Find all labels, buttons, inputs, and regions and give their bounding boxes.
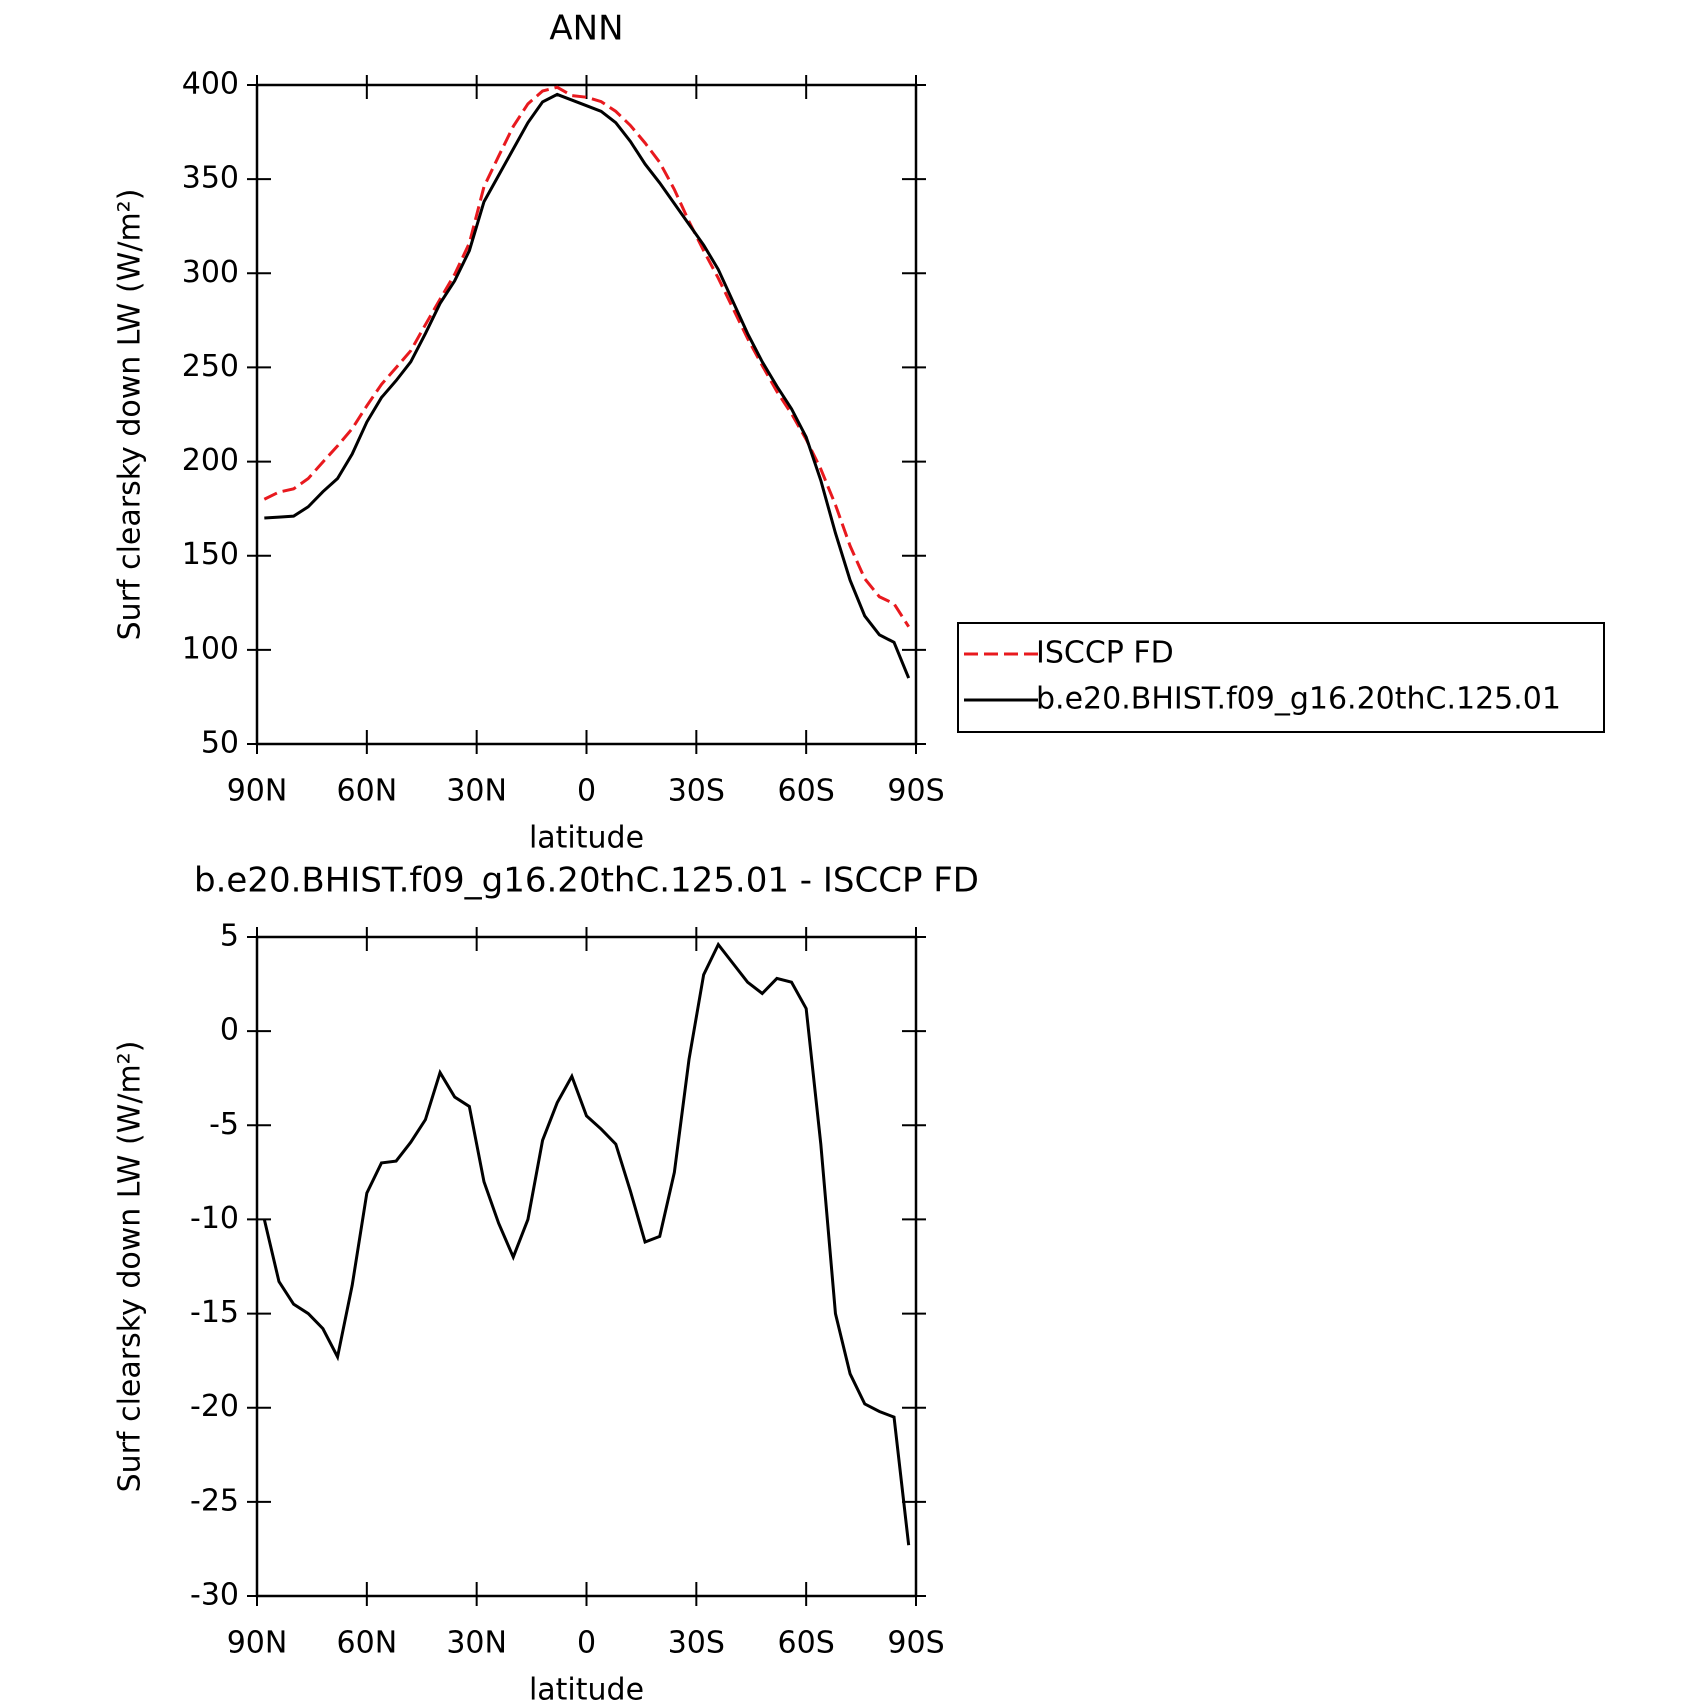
y-tick-label: 5 [220, 919, 239, 954]
y-tick-label: 350 [182, 161, 239, 196]
series-line [264, 92, 911, 679]
y-tick-label: 300 [182, 255, 239, 290]
y-tick-label: -25 [190, 1483, 239, 1518]
y-tick-label: 150 [182, 537, 239, 572]
plot-frame [255, 83, 918, 746]
x-tick-label: 60N [337, 1626, 398, 1661]
chart-title: ANN [549, 9, 623, 49]
y-tick-label: 200 [182, 443, 239, 478]
x-tick-label: 0 [577, 774, 596, 809]
y-tick-label: -20 [190, 1389, 239, 1424]
y-tick-label: 400 [182, 67, 239, 102]
x-axis-label: latitude [529, 821, 644, 856]
x-tick-label: 0 [577, 1626, 596, 1661]
x-tick-label: 90N [227, 1626, 288, 1661]
y-axis-label: Surf clearsky down LW (W/m²) [113, 1041, 148, 1493]
y-tick-label: 100 [182, 631, 239, 666]
legend-label: b.e20.BHIST.f09_g16.20thC.125.01 [1036, 682, 1561, 717]
x-tick-label: 90S [887, 774, 944, 809]
legend-label: ISCCP FD [1036, 636, 1174, 671]
y-tick-label: -30 [190, 1578, 239, 1613]
plot-frame [255, 935, 918, 1598]
x-tick-label: 90S [887, 1626, 944, 1661]
x-tick-label: 30S [668, 774, 725, 809]
y-tick-label: -10 [190, 1201, 239, 1236]
x-tick-label: 60S [778, 1626, 835, 1661]
x-tick-label: 60N [337, 774, 398, 809]
y-axis-label: Surf clearsky down LW (W/m²) [113, 189, 148, 641]
x-tick-label: 30N [446, 1626, 507, 1661]
y-tick-label: -5 [209, 1107, 239, 1142]
y-tick-label: 0 [220, 1013, 239, 1048]
x-tick-label: 90N [227, 774, 288, 809]
y-tick-label: 250 [182, 349, 239, 384]
x-tick-label: 60S [778, 774, 835, 809]
y-tick-label: 50 [201, 726, 239, 761]
x-tick-label: 30N [446, 774, 507, 809]
chart-title: b.e20.BHIST.f09_g16.20thC.125.01 - ISCCP… [194, 861, 979, 901]
y-tick-label: -15 [190, 1295, 239, 1330]
series-line [262, 941, 911, 1546]
series-line [263, 85, 910, 628]
legend-box [957, 622, 1605, 733]
x-tick-label: 30S [668, 1626, 725, 1661]
x-axis-label: latitude [529, 1673, 644, 1708]
